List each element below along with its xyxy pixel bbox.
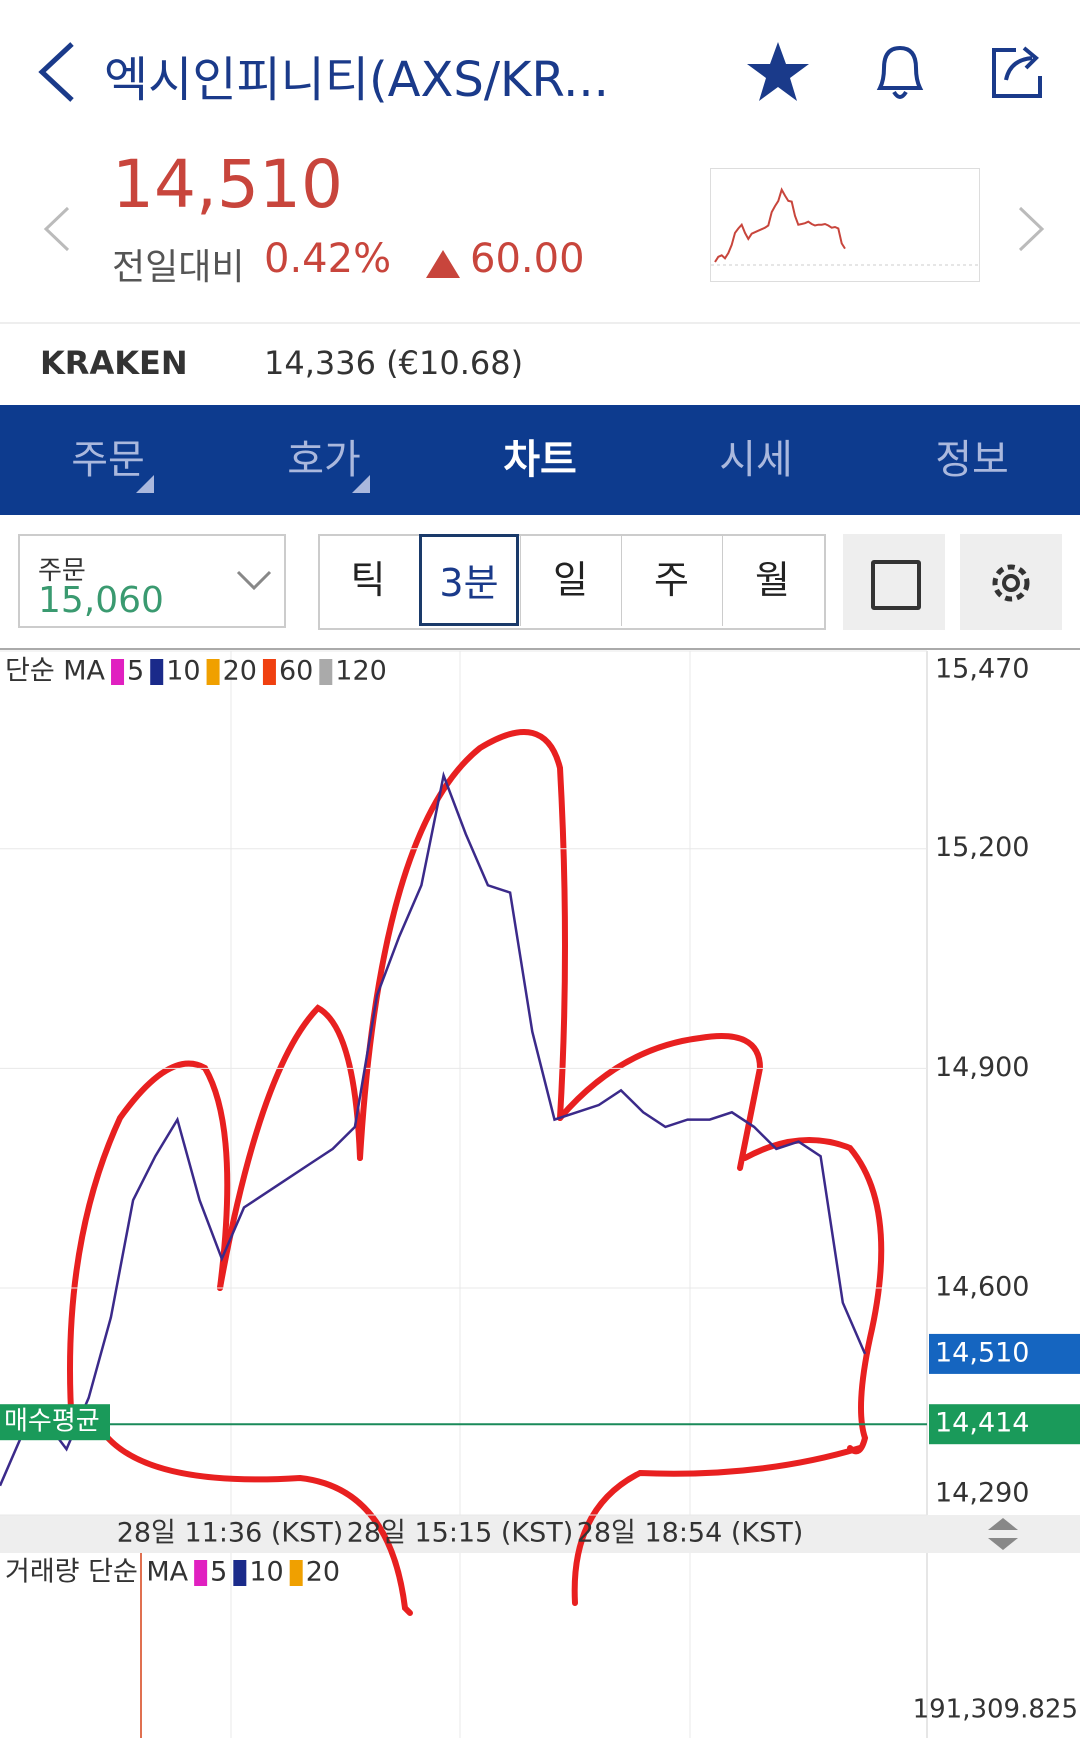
y-tick-label: 15,470 bbox=[935, 654, 1029, 685]
period-button[interactable]: 일 bbox=[520, 534, 620, 626]
x-tick-label: 28일 11:36 (KST) bbox=[117, 1518, 344, 1549]
legend-swatch bbox=[319, 659, 333, 685]
prev-arrow[interactable] bbox=[42, 206, 72, 252]
legend-entry: 10 bbox=[166, 656, 200, 687]
legend-entry: 120 bbox=[335, 656, 387, 687]
tab[interactable]: 호가 bbox=[287, 437, 361, 483]
period-button[interactable]: 월 bbox=[722, 534, 822, 626]
tab[interactable]: 차트 bbox=[503, 437, 577, 483]
current-price-box bbox=[929, 1333, 1080, 1374]
y-tick-label: 14,290 bbox=[935, 1478, 1029, 1509]
divider bbox=[0, 322, 1080, 324]
mini-line bbox=[714, 187, 846, 263]
mini-chart bbox=[710, 168, 980, 282]
next-arrow[interactable] bbox=[1016, 206, 1046, 252]
change-abs: 60.00 bbox=[470, 236, 585, 282]
legend-entry: 5 bbox=[210, 1557, 227, 1588]
tab[interactable]: 시세 bbox=[719, 437, 793, 483]
tab[interactable]: 주문 bbox=[71, 437, 145, 483]
up-triangle bbox=[426, 250, 460, 278]
tab[interactable]: 정보 bbox=[935, 437, 1009, 483]
order-label: 주문 bbox=[38, 556, 86, 586]
change-pct: 0.42% bbox=[264, 236, 392, 282]
legend-label: 거래량 단순 MA bbox=[5, 1557, 189, 1588]
legend-entry: 20 bbox=[306, 1557, 340, 1588]
order-dropdown[interactable]: 주문 15,060 bbox=[18, 534, 286, 628]
current-price-label: 14,510 bbox=[935, 1337, 1029, 1368]
change-label: 전일대비 bbox=[112, 247, 245, 288]
dropdown-mark bbox=[352, 475, 370, 493]
avg-price-name: 매수평균 bbox=[4, 1407, 100, 1437]
y-tick-label: 14,600 bbox=[935, 1272, 1029, 1303]
header: 엑시인피니티(AXS/KR... bbox=[0, 0, 1080, 140]
order-price: 15,060 bbox=[38, 580, 164, 621]
exchange-price: 14,336 (€10.68) bbox=[264, 344, 524, 382]
period-button[interactable]: 주 bbox=[621, 534, 721, 626]
legend-entry: 60 bbox=[279, 656, 313, 687]
favorite-star[interactable] bbox=[745, 40, 811, 104]
legend-label: 단순 MA bbox=[5, 656, 106, 687]
y-tick-label: 15,200 bbox=[935, 832, 1029, 863]
period-button[interactable]: 틱 bbox=[350, 558, 386, 602]
legend-swatch bbox=[262, 659, 276, 685]
volume-max-label: 191,309.825 bbox=[913, 1695, 1078, 1725]
price-line bbox=[0, 771, 867, 1487]
legend-swatch bbox=[111, 659, 125, 685]
settings-button[interactable] bbox=[960, 534, 1062, 630]
price: 14,510 bbox=[112, 146, 343, 223]
legend-entry: 20 bbox=[223, 656, 257, 687]
fullscreen-button[interactable] bbox=[843, 534, 945, 630]
exchange-name: KRAKEN bbox=[40, 344, 188, 382]
avg-price-label: 14,414 bbox=[935, 1408, 1029, 1439]
x-tick-label: 28일 18:54 (KST) bbox=[577, 1518, 804, 1549]
period-button[interactable]: 3분 bbox=[419, 534, 519, 626]
period-group: 틱 3분 일 주 월 bbox=[318, 534, 826, 630]
tab-bar: 주문 호가 차트 시세 정보 bbox=[0, 405, 1080, 515]
share-button[interactable] bbox=[988, 42, 1050, 102]
title: 엑시인피니티(AXS/KR... bbox=[104, 52, 609, 108]
legend-entry: 10 bbox=[249, 1557, 283, 1588]
back-button[interactable] bbox=[36, 40, 80, 104]
avg-price-box bbox=[929, 1404, 1080, 1445]
chevron bbox=[236, 570, 272, 591]
dropdown-mark bbox=[136, 475, 154, 493]
alert-bell[interactable] bbox=[870, 40, 930, 104]
legend-swatch bbox=[289, 1560, 303, 1586]
chart: 15,470 15,200 14,900 14,600 14,290 매수평균 14,414… bbox=[0, 648, 1080, 1738]
legend-swatch bbox=[233, 1560, 247, 1586]
legend-swatch bbox=[150, 659, 164, 685]
legend-entry: 5 bbox=[127, 656, 144, 687]
legend-swatch bbox=[206, 659, 220, 685]
y-tick-label: 14,900 bbox=[935, 1052, 1029, 1083]
x-tick-label: 28일 15:15 (KST) bbox=[347, 1518, 574, 1549]
legend-swatch bbox=[194, 1560, 208, 1586]
avg-price-tag bbox=[0, 1404, 110, 1441]
